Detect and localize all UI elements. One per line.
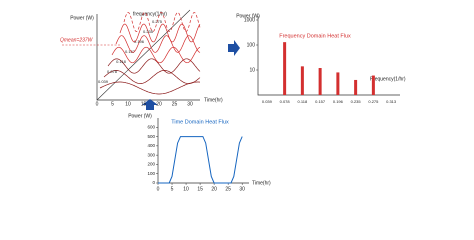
x-tick-label: 15 [197, 186, 203, 192]
bar [300, 66, 304, 95]
x-tick-label: 5 [171, 186, 174, 192]
x-tick-label: 10 [183, 186, 189, 192]
freq-value-label: 0.196 [134, 39, 145, 44]
freq-value-label: 0.039 [98, 79, 109, 84]
arrow-up [142, 99, 158, 110]
wave [111, 46, 201, 64]
y-label: Power (W) [128, 113, 152, 119]
y-tick-label: 100 [247, 42, 256, 48]
wave [107, 58, 201, 74]
chart-title: Frequency Domain Heat Flux [279, 33, 351, 39]
x-label: Time(hr) [204, 97, 223, 103]
freq-value-label: 0.157 [125, 49, 136, 54]
y-tick-label: 200 [147, 162, 155, 167]
y-label: Power (W) [236, 13, 260, 19]
y-tick-label: 600 [147, 124, 155, 129]
freq-value-label: 0.235 [143, 29, 154, 34]
y-tick-label: 10 [249, 67, 255, 73]
bar [283, 42, 287, 95]
x-tick-label: 0.275 [368, 99, 379, 104]
y-label: Power (W) [70, 15, 94, 21]
y-tick-label: 1000 [244, 17, 255, 23]
x-tick-label: 0.313 [386, 99, 397, 104]
x-label: Time(hr) [252, 180, 271, 186]
bar [354, 79, 358, 95]
schematic: Power (W) Time(hr) frequency(1/hr) Qmean… [60, 9, 240, 110]
waves: 0.039 0.078 0.118 0.157 0.196 0.235 0.275 [98, 11, 201, 95]
bar [371, 75, 375, 95]
x-tick-label: 0 [157, 186, 160, 192]
x-tick-label: 15 [141, 101, 147, 107]
x-label: Frequency(1/hr) [370, 76, 406, 82]
y-tick-label: 0 [152, 180, 155, 185]
arrow-right [228, 40, 240, 56]
y-tick-label: 500 [147, 134, 155, 139]
x-tick-label: 25 [172, 101, 178, 107]
x-tick-label: 0.039 [262, 99, 273, 104]
x-tick-label: 0.196 [333, 99, 344, 104]
wave [103, 70, 201, 84]
axes [157, 118, 249, 184]
line [158, 136, 243, 184]
y-tick-label: 400 [147, 143, 155, 148]
x-tick-label: 0.118 [298, 99, 308, 104]
bar [336, 72, 340, 95]
x-tick-label: 0.235 [351, 99, 362, 104]
axes [257, 16, 400, 96]
x-tick-label: 30 [239, 186, 245, 192]
x-tick-label: 0 [96, 101, 99, 107]
figure: Power (W) Time(hr) frequency(1/hr) Qmean… [60, 9, 406, 192]
y-tick-label: 300 [147, 152, 155, 157]
bar [318, 68, 322, 95]
chart-title: Time Domain Heat Flux [171, 119, 229, 125]
freq-value-label: 0.275 [152, 19, 163, 24]
freq-value-label: 0.078 [107, 69, 118, 74]
x-tick-label: 25 [225, 186, 231, 192]
x-tick-label: 0.078 [280, 99, 291, 104]
x-tick-label: 10 [125, 101, 131, 107]
wave [123, 11, 201, 33]
x-tick-label: 20 [156, 101, 162, 107]
freq-label: frequency(1/hr) [133, 11, 167, 17]
x-tick-label: 20 [211, 186, 217, 192]
wave [115, 35, 201, 53]
x-tick-label: 0.157 [315, 99, 326, 104]
wave [99, 81, 201, 95]
wave [119, 23, 201, 43]
x-tick-label: 30 [187, 101, 193, 107]
mean-label: Qmean=237W [60, 37, 94, 43]
y-tick-label: 100 [147, 171, 155, 176]
x-tick-label: 5 [111, 101, 114, 107]
diagonal [96, 9, 191, 101]
freq-value-label: 0.118 [116, 59, 126, 64]
